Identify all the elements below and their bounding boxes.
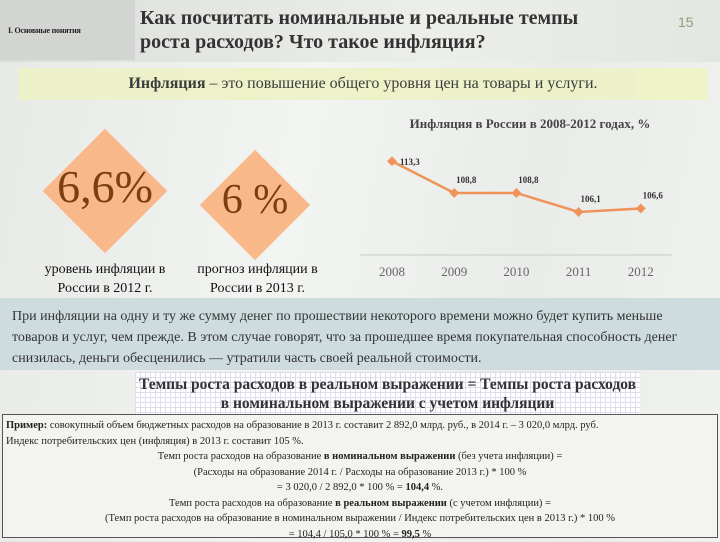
title-line-2: роста расходов? Что такое инфляция? bbox=[140, 30, 600, 54]
inflation-explanation: При инфляции на одну и ту же сумму денег… bbox=[0, 298, 720, 370]
data-point bbox=[636, 204, 646, 214]
title-line-1: Как посчитать номинальные и реальные тем… bbox=[140, 6, 600, 30]
slide-title: Как посчитать номинальные и реальные тем… bbox=[140, 6, 600, 54]
data-point bbox=[574, 207, 584, 217]
x-tick-label: 2011 bbox=[566, 264, 592, 279]
caption-line: России в 2012 г. bbox=[25, 279, 185, 298]
definition-text: – это повышение общего уровня цен на тов… bbox=[206, 75, 598, 92]
data-point bbox=[387, 156, 397, 166]
example-box: Пример: совокупный объем бюджетных расхо… bbox=[2, 414, 718, 538]
definition-band: Инфляция – это повышение общего уровня ц… bbox=[18, 68, 708, 100]
stat-value-2013: 6 % bbox=[185, 176, 325, 224]
formula-box: Темпы роста расходов в реальном выражени… bbox=[135, 372, 640, 414]
series-line bbox=[392, 161, 641, 212]
data-label: 106,1 bbox=[580, 194, 601, 204]
real-heading: Темп роста расходов на образование в реа… bbox=[6, 496, 714, 512]
data-label: 106,6 bbox=[643, 190, 664, 200]
x-tick-label: 2010 bbox=[503, 264, 529, 279]
inflation-line-chart: 113,3 2008 108,8 2009 108,8 2010 106,1 2011 106,… bbox=[360, 140, 690, 290]
section-label: I. Основные понятия bbox=[0, 0, 135, 60]
data-point bbox=[449, 188, 459, 198]
real-formula: (Темп роста расходов на образование в но… bbox=[6, 511, 714, 527]
data-label: 108,8 bbox=[456, 175, 477, 185]
x-tick-label: 2008 bbox=[379, 264, 405, 279]
chart-title: Инфляция в России в 2008-2012 годах, % bbox=[380, 116, 680, 132]
example-label: Пример: bbox=[6, 420, 47, 431]
x-tick-label: 2009 bbox=[441, 264, 467, 279]
caption-line: России в 2013 г. bbox=[180, 279, 335, 298]
formula-line: Темпы роста расходов в реальном выражени… bbox=[135, 375, 640, 394]
example-intro: Пример: совокупный объем бюджетных расхо… bbox=[6, 418, 714, 434]
caption-line: уровень инфляции в bbox=[25, 260, 185, 279]
nominal-calc: = 3 020,0 / 2 892,0 * 100 % = 104,4 %. bbox=[6, 480, 714, 496]
nominal-heading: Темп роста расходов на образование в ном… bbox=[6, 449, 714, 465]
formula-line: в номинальном выражении с учетом инфляци… bbox=[135, 394, 640, 413]
definition-term: Инфляция bbox=[128, 75, 205, 92]
page-number: 15 bbox=[678, 14, 694, 30]
example-text: совокупный объем бюджетных расходов на о… bbox=[47, 420, 598, 431]
caption-line: прогноз инфляции в bbox=[180, 260, 335, 279]
data-label: 108,8 bbox=[518, 175, 539, 185]
data-point bbox=[511, 188, 521, 198]
example-cpi: Индекс потребительских цен (инфляция) в … bbox=[6, 434, 714, 450]
stat-value-2012: 6,6% bbox=[30, 160, 180, 213]
nominal-formula: (Расходы на образование 2014 г. / Расход… bbox=[6, 465, 714, 481]
x-tick-label: 2012 bbox=[628, 264, 654, 279]
data-label: 113,3 bbox=[400, 157, 420, 167]
